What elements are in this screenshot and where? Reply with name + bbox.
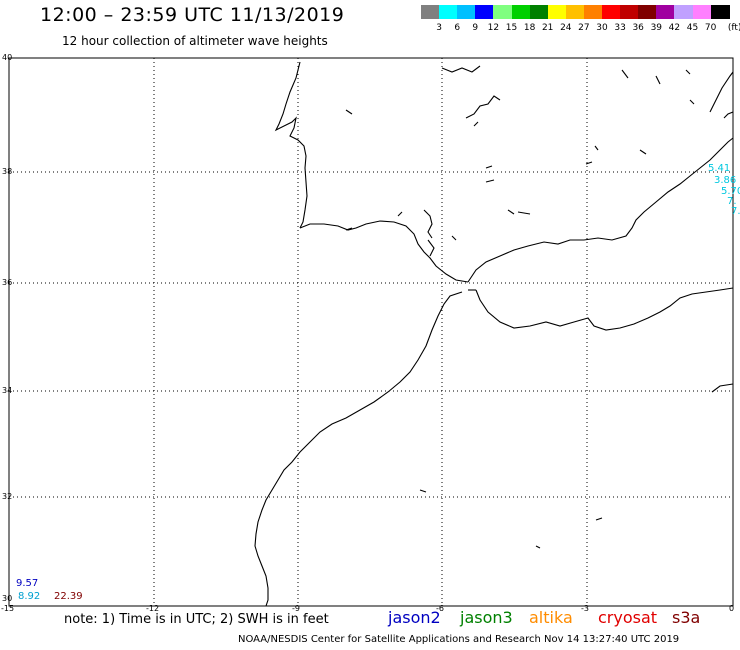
colorbar-swatch xyxy=(656,5,676,19)
colorbar-swatch xyxy=(620,5,640,19)
colorbar-label: 45 xyxy=(686,23,699,33)
colorbar-swatch xyxy=(565,5,585,19)
lon-label-0: 0 xyxy=(729,604,735,613)
legend-jason3: jason3 xyxy=(460,608,513,627)
colorbar-label: 24 xyxy=(560,23,572,33)
colorbar-label: 33 xyxy=(614,23,626,33)
map-frame xyxy=(8,57,734,607)
colorbar-swatch xyxy=(674,5,694,19)
colorbar-swatch xyxy=(421,5,440,19)
lat-label-40: 40 xyxy=(2,53,13,62)
colorbar-label: 39 xyxy=(650,23,663,33)
lat-lon-grid xyxy=(9,58,733,606)
colorbar-swatch xyxy=(439,5,459,19)
legend-altika: altika xyxy=(529,608,573,627)
wave-value: 8.92 xyxy=(18,591,41,602)
colorbar-swatch xyxy=(493,5,513,19)
lat-label-30: 30 xyxy=(2,594,13,603)
legend-cryosat: cryosat xyxy=(598,608,658,627)
wave-value: 9.57 xyxy=(16,578,39,589)
wave-value: 5.41 xyxy=(708,163,731,174)
footer-credit: NOAA/NESDIS Center for Satellite Applica… xyxy=(238,634,680,645)
colorbar-swatch xyxy=(511,5,531,19)
colorbar-swatch xyxy=(638,5,658,19)
colorbar-label: 3 xyxy=(436,23,442,33)
colorbar-swatch xyxy=(475,5,495,19)
colorbar-label: 6 xyxy=(454,23,461,33)
lat-label-38: 38 xyxy=(2,167,13,176)
colorbar-swatch xyxy=(583,5,603,19)
colorbar-label: 42 xyxy=(668,23,681,33)
lon-label-6w: -6 xyxy=(436,604,444,613)
lon-label-9w: -9 xyxy=(292,604,300,613)
colorbar-swatch xyxy=(602,5,621,19)
colorbar-unit: (ft) xyxy=(727,23,740,33)
coastline xyxy=(254,61,734,607)
wave-value: 3.86 xyxy=(714,175,737,186)
colorbar-label: 36 xyxy=(632,23,644,33)
lat-label-32: 32 xyxy=(2,492,13,501)
lat-label-34: 34 xyxy=(2,386,13,395)
wave-value: 7. xyxy=(727,196,737,207)
colorbar-label: 30 xyxy=(596,23,608,33)
wave-value: 5.70 xyxy=(721,186,740,197)
lon-label-12w: -12 xyxy=(146,604,160,613)
colorbar-label: 70 xyxy=(704,23,717,33)
lon-label-15w: -15 xyxy=(1,604,15,613)
wave-value: 7. xyxy=(731,206,740,217)
colorbar-swatch xyxy=(547,5,567,19)
units-note: note: 1) Time is in UTC; 2) SWH is in fe… xyxy=(64,612,329,627)
map-title: 12:00 – 23:59 UTC 11/13/2019 xyxy=(40,4,345,26)
colorbar-label: 27 xyxy=(578,23,590,33)
colorbar-label: 18 xyxy=(523,23,536,33)
colorbar-swatch xyxy=(529,5,549,19)
colorbar-swatch xyxy=(457,5,477,19)
colorbar-swatch xyxy=(692,5,712,19)
colorbar-swatch xyxy=(710,5,730,19)
colorbar-label: 9 xyxy=(472,23,479,33)
legend-jason2: jason2 xyxy=(388,608,441,627)
legend-s3a: s3a xyxy=(672,608,701,627)
colorbar-label: 15 xyxy=(505,23,518,33)
lat-label-36: 36 xyxy=(2,278,13,287)
map-subtitle: 12 hour collection of altimeter wave hei… xyxy=(62,34,328,48)
wave-value: 22.39 xyxy=(54,591,83,602)
colorbar-label: 12 xyxy=(487,23,500,33)
colorbar-label: 21 xyxy=(541,23,554,33)
lon-label-3w: -3 xyxy=(581,604,589,613)
